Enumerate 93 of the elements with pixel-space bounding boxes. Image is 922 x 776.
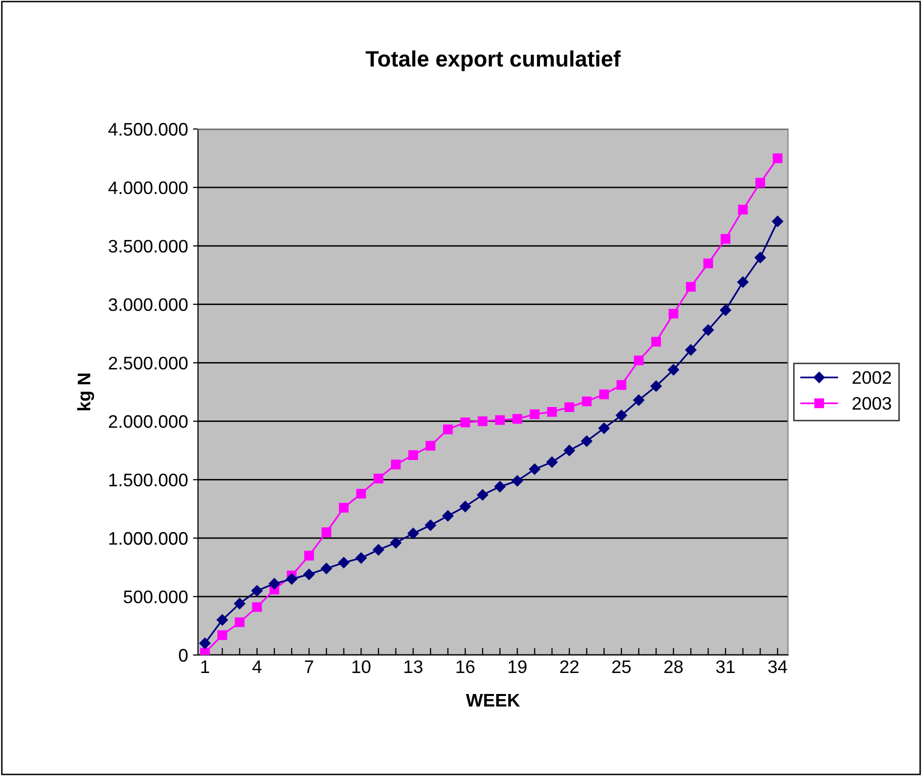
point xyxy=(390,537,402,548)
point xyxy=(633,394,644,406)
point xyxy=(286,573,298,585)
point xyxy=(582,396,592,406)
point xyxy=(668,364,680,376)
y-tick-label: 3.500.000 xyxy=(108,240,188,253)
point xyxy=(599,389,609,400)
point xyxy=(322,527,332,538)
point xyxy=(512,475,523,486)
point xyxy=(356,552,367,564)
point xyxy=(372,544,384,556)
point xyxy=(374,474,384,484)
point xyxy=(478,416,488,426)
x-tick-label: 25 xyxy=(612,660,631,674)
x-tick-label: 1 xyxy=(201,660,210,673)
point xyxy=(199,638,211,649)
point xyxy=(650,380,662,392)
y-tick-label: 500.000 xyxy=(124,590,188,604)
point xyxy=(268,578,280,590)
point xyxy=(512,414,522,424)
x-tick-label: 22 xyxy=(560,660,578,673)
point xyxy=(234,598,246,610)
point xyxy=(303,568,315,580)
point xyxy=(200,648,210,655)
point xyxy=(616,380,626,390)
point xyxy=(772,153,782,164)
x-tick-label: 7 xyxy=(304,660,314,673)
point xyxy=(598,422,610,434)
point xyxy=(686,282,696,292)
point xyxy=(530,409,540,420)
point xyxy=(338,557,350,568)
point xyxy=(737,276,748,288)
point xyxy=(443,424,453,434)
point xyxy=(720,234,730,244)
point xyxy=(252,602,262,612)
y-tick-label: 1.000.000 xyxy=(109,532,188,545)
point xyxy=(251,585,263,596)
x-tick-label: 19 xyxy=(508,660,526,674)
point xyxy=(460,418,470,428)
x-tick-label: 13 xyxy=(404,660,422,674)
point xyxy=(616,410,628,421)
point xyxy=(408,450,418,460)
x-tick-label: 16 xyxy=(456,660,474,674)
point xyxy=(703,258,714,268)
point xyxy=(738,204,748,215)
point xyxy=(217,630,228,640)
legend-label: 2002 xyxy=(852,371,891,384)
point xyxy=(390,460,401,470)
point xyxy=(338,502,349,513)
point xyxy=(529,464,540,475)
y-tick-label: 2.500.000 xyxy=(108,356,188,370)
point xyxy=(356,488,366,499)
point xyxy=(634,356,644,366)
point xyxy=(547,407,557,417)
point xyxy=(685,344,696,356)
point xyxy=(424,520,436,531)
point xyxy=(702,324,714,336)
point xyxy=(234,617,245,628)
point xyxy=(216,614,228,626)
point xyxy=(460,500,471,512)
point xyxy=(720,304,732,316)
point xyxy=(772,216,784,227)
y-tick-label: 1.500.000 xyxy=(109,474,188,486)
point xyxy=(476,489,488,500)
point xyxy=(495,415,505,425)
point xyxy=(320,562,332,574)
point xyxy=(581,435,592,447)
x-tick-label: 4 xyxy=(252,660,262,673)
point xyxy=(304,550,314,561)
point xyxy=(651,336,661,347)
x-axis-title: WEEK xyxy=(466,694,520,706)
y-tick-label: 2.000.000 xyxy=(108,415,188,428)
point xyxy=(564,402,574,412)
point xyxy=(564,444,575,456)
y-tick-label: 3.000.000 xyxy=(108,298,188,312)
y-tick-label: 4.000.000 xyxy=(108,181,188,194)
point xyxy=(426,440,436,451)
x-tick-label: 28 xyxy=(664,660,683,674)
legend-label: 2003 xyxy=(852,396,892,410)
y-tick-label: 0 xyxy=(178,648,188,662)
point xyxy=(754,252,766,264)
y-axis-title: kg N xyxy=(77,374,94,410)
point xyxy=(668,308,678,319)
point xyxy=(546,456,558,468)
point xyxy=(408,528,419,540)
point xyxy=(494,481,506,492)
x-tick-label: 10 xyxy=(352,660,370,674)
x-tick-label: 34 xyxy=(768,660,788,674)
point xyxy=(755,178,766,188)
y-tick-label: 4.500.000 xyxy=(108,122,188,136)
point xyxy=(442,510,454,522)
x-tick-label: 31 xyxy=(716,660,735,674)
chart-title: Totale export cumulatief xyxy=(366,50,621,72)
